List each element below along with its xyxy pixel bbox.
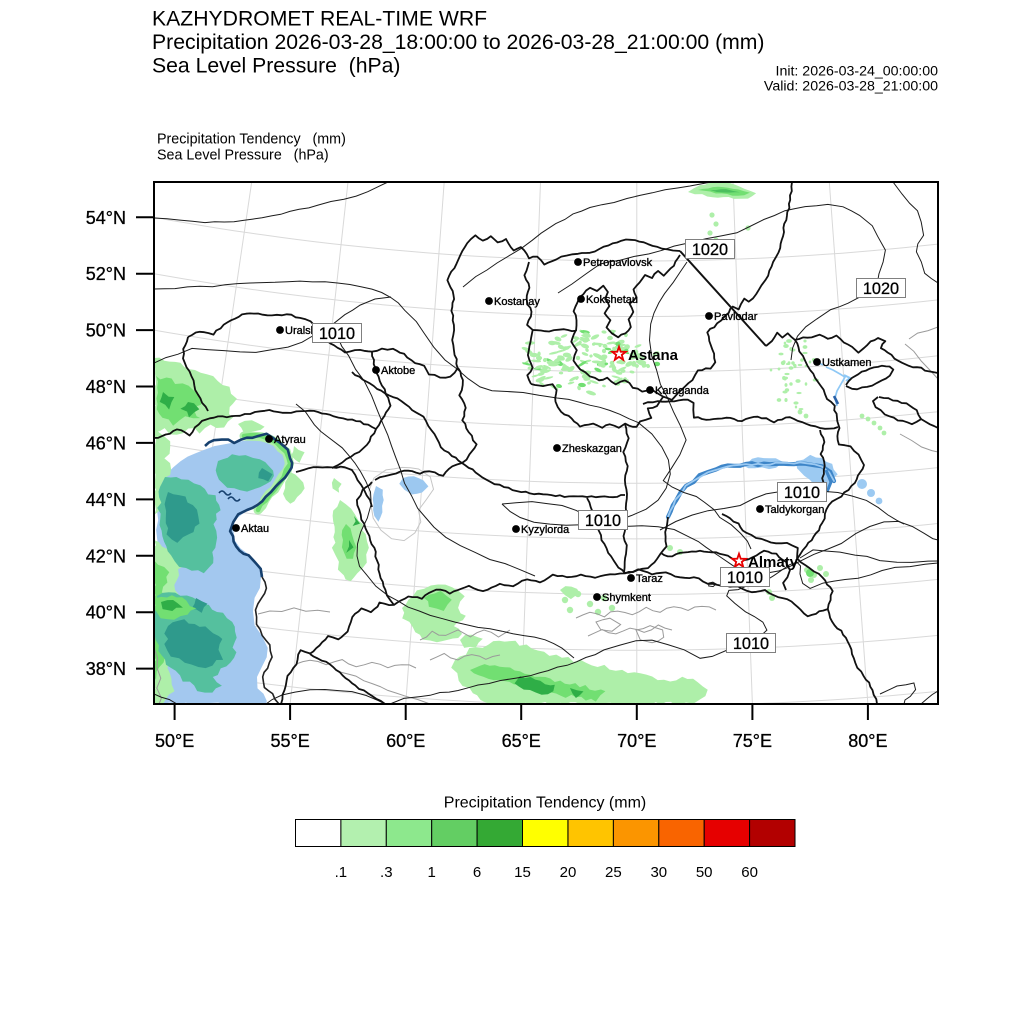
svg-text:Kyzylorda: Kyzylorda	[521, 524, 570, 536]
svg-text:60: 60	[741, 864, 758, 881]
svg-text:Aktau: Aktau	[241, 523, 269, 535]
svg-text:.1: .1	[335, 864, 348, 881]
svg-text:38°N: 38°N	[86, 659, 126, 679]
svg-text:65°E: 65°E	[502, 731, 541, 751]
svg-text:60°E: 60°E	[386, 731, 425, 751]
svg-text:1010: 1010	[733, 635, 769, 653]
svg-text:.3: .3	[380, 864, 393, 881]
svg-text:25: 25	[605, 864, 622, 881]
svg-text:Init: 2026-03-24_00:00:00: Init: 2026-03-24_00:00:00	[776, 64, 939, 80]
svg-text:1010: 1010	[727, 569, 763, 587]
svg-text:Zheskazgan: Zheskazgan	[562, 443, 622, 455]
svg-text:Pavlodar: Pavlodar	[714, 311, 758, 323]
svg-text:Karaganda: Karaganda	[655, 385, 710, 397]
svg-text:42°N: 42°N	[86, 546, 126, 566]
svg-text:15: 15	[514, 864, 531, 881]
svg-text:40°N: 40°N	[86, 603, 126, 623]
svg-text:1: 1	[428, 864, 436, 881]
svg-text:Kokshetau: Kokshetau	[586, 294, 638, 306]
svg-text:Ustkamen: Ustkamen	[822, 357, 872, 369]
svg-text:Sea Level Pressure (hPa): Sea Level Pressure (hPa)	[157, 148, 329, 164]
svg-text:Precipitation Tendency (mm): Precipitation Tendency (mm)	[444, 795, 646, 812]
svg-text:50°N: 50°N	[86, 321, 126, 341]
svg-text:20: 20	[560, 864, 577, 881]
svg-text:Precipitation 2026-03-28_18:00: Precipitation 2026-03-28_18:00:00 to 202…	[152, 31, 765, 54]
svg-text:1010: 1010	[784, 484, 820, 502]
svg-text:70°E: 70°E	[617, 731, 656, 751]
svg-text:Kostanay: Kostanay	[494, 296, 540, 308]
svg-text:Petropavlovsk: Petropavlovsk	[583, 257, 653, 269]
svg-text:1010: 1010	[319, 325, 355, 343]
svg-text:46°N: 46°N	[86, 433, 126, 453]
svg-text:Taldykorgan: Taldykorgan	[765, 504, 824, 516]
svg-text:1020: 1020	[863, 280, 899, 298]
svg-text:50°E: 50°E	[155, 731, 194, 751]
svg-text:52°N: 52°N	[86, 264, 126, 284]
svg-text:75°E: 75°E	[733, 731, 772, 751]
svg-text:Precipitation Tendency (mm): Precipitation Tendency (mm)	[157, 132, 346, 148]
svg-text:Astana: Astana	[628, 347, 679, 364]
svg-text:1020: 1020	[692, 241, 728, 259]
svg-text:44°N: 44°N	[86, 490, 126, 510]
svg-text:KAZHYDROMET REAL-TIME WRF: KAZHYDROMET REAL-TIME WRF	[152, 8, 487, 31]
svg-text:Almaty: Almaty	[748, 554, 799, 571]
svg-text:Uralsk: Uralsk	[285, 325, 317, 337]
svg-text:Taraz: Taraz	[636, 573, 663, 585]
svg-text:Atyrau: Atyrau	[274, 434, 306, 446]
svg-text:Valid: 2026-03-28_21:00:00: Valid: 2026-03-28_21:00:00	[764, 79, 938, 95]
svg-text:80°E: 80°E	[848, 731, 887, 751]
svg-text:30: 30	[650, 864, 667, 881]
svg-text:Shymkent: Shymkent	[602, 592, 651, 604]
svg-text:Sea Level Pressure (hPa): Sea Level Pressure (hPa)	[152, 54, 401, 77]
svg-text:1010: 1010	[585, 512, 621, 530]
svg-text:6: 6	[473, 864, 481, 881]
svg-text:54°N: 54°N	[86, 208, 126, 228]
svg-text:Aktobe: Aktobe	[381, 365, 415, 377]
svg-text:48°N: 48°N	[86, 377, 126, 397]
svg-text:50: 50	[696, 864, 713, 881]
svg-text:55°E: 55°E	[270, 731, 309, 751]
